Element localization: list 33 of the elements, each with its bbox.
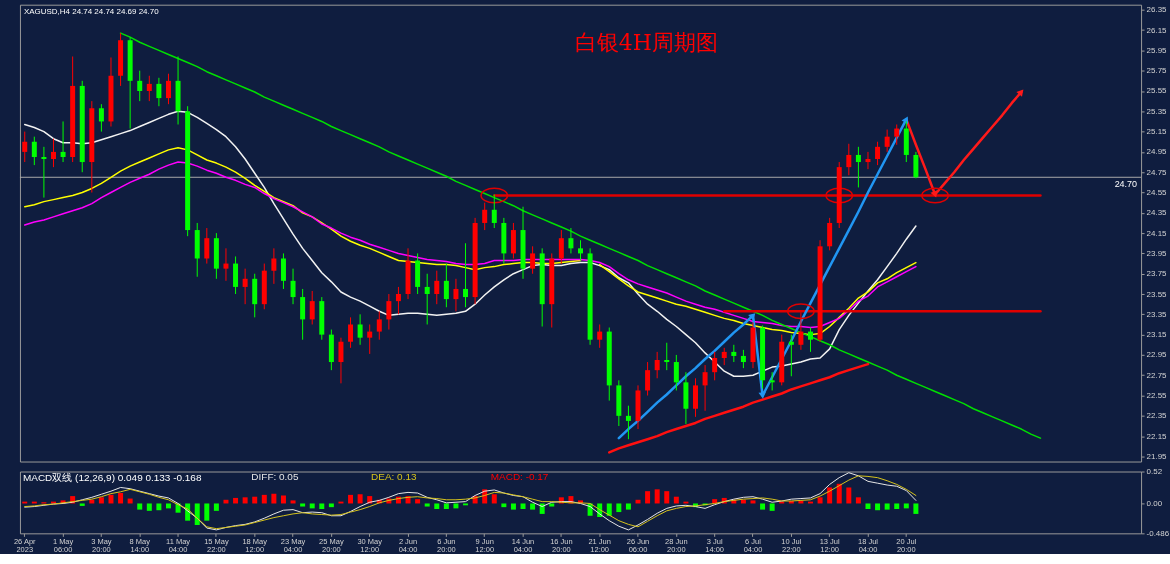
y-tick-label: 24.55: [1146, 188, 1168, 197]
y-tick-label: 23.35: [1146, 309, 1168, 319]
text: DIFF: 0.05: [251, 471, 299, 483]
y-tick-label: 23.75: [1146, 269, 1168, 279]
y-tick-label: 25.75: [1146, 66, 1168, 76]
y-tick-label: 21.95: [1146, 451, 1168, 461]
y-tick-label: 0.00: [1146, 498, 1163, 508]
y-tick-label: 24.35: [1146, 208, 1168, 218]
text: 白银4H周期图: [574, 29, 718, 55]
y-tick-label: 0.52: [1146, 466, 1163, 476]
y-tick-label: 22.55: [1146, 391, 1168, 401]
chart-subtitle: XAGUSD,H4 24.74 24.74 24.69 24.70: [23, 6, 160, 16]
y-tick-label: 22.75: [1146, 370, 1168, 380]
y-tick-label: 26.15: [1146, 25, 1168, 35]
y-tick-label: 23.55: [1146, 289, 1168, 299]
y-tick-label: 23.95: [1146, 248, 1168, 258]
y-tick-label: 22.95: [1146, 350, 1168, 360]
y-tick-label: 23.15: [1146, 330, 1168, 340]
y-tick-label: -0.486: [1146, 528, 1170, 538]
y-tick-label: 24.95: [1146, 147, 1168, 157]
series-label: DEA: 0.13: [371, 471, 417, 483]
y-tick-label: 26.35: [1146, 5, 1168, 15]
y-tick-label: 24.75: [1146, 167, 1168, 177]
y-tick-label: 25.35: [1146, 106, 1168, 116]
chart-title: MACD双线 (12,26,9) 0.049 0.133 -0.168: [22, 472, 202, 484]
y-tick-label: 22.15: [1146, 431, 1168, 441]
y-tick-label: 22.35: [1146, 411, 1168, 421]
y-tick-label: 25.55: [1146, 86, 1168, 96]
y-tick-label: 25.15: [1146, 127, 1168, 137]
ref-line-label: 24.70: [1114, 179, 1138, 190]
series-label: MACD: -0.17: [490, 471, 549, 483]
y-tick-label: 24.15: [1146, 228, 1168, 238]
y-tick-label: 25.95: [1146, 45, 1168, 55]
